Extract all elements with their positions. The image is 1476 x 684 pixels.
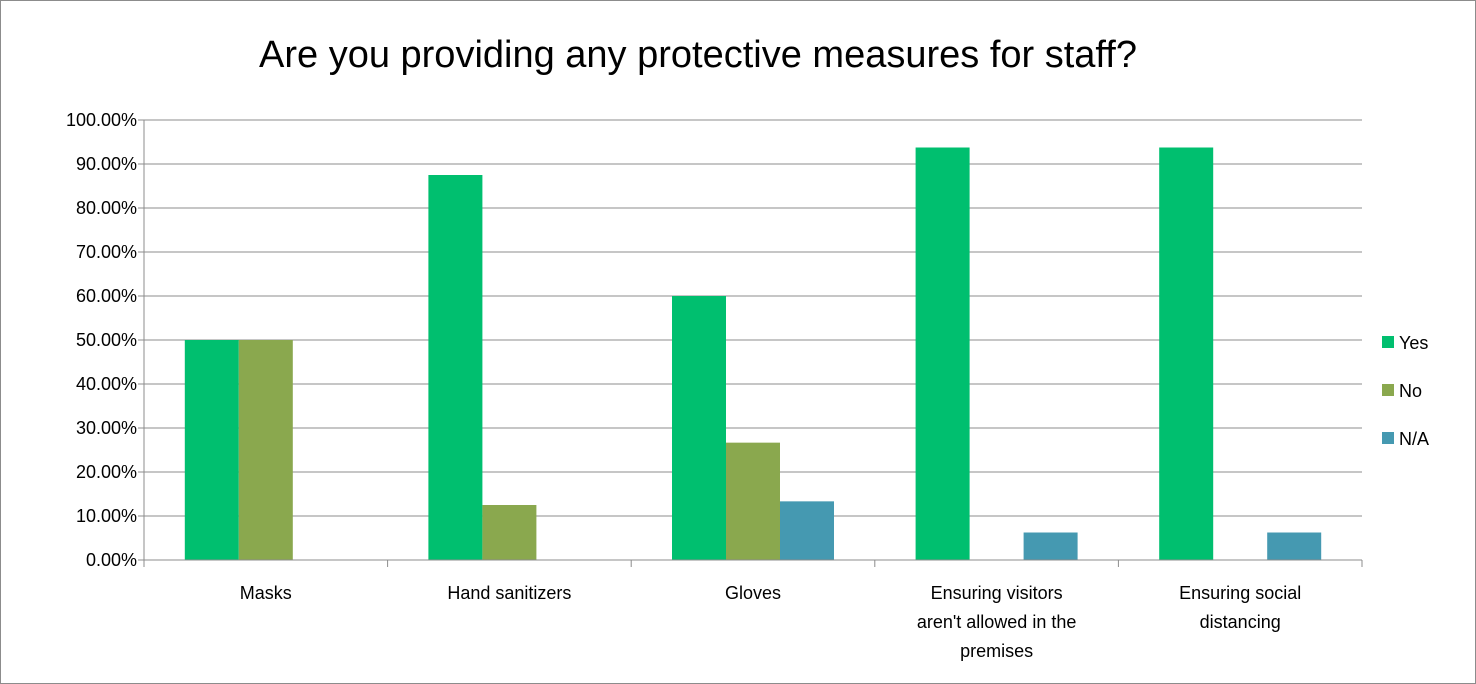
x-tick-label: Ensuring social distancing — [1179, 583, 1301, 632]
x-tick-label: Masks — [240, 583, 292, 603]
bar-yes-2 — [672, 296, 726, 560]
y-tick-label: 80.00% — [76, 198, 137, 218]
x-tick-label: Ensuring visitors aren't allowed in the pr… — [917, 583, 1077, 661]
x-tick-label: Gloves — [725, 583, 781, 603]
bar-na-4 — [1267, 532, 1322, 560]
y-tick-label: 30.00% — [76, 418, 137, 438]
y-tick-label: 90.00% — [76, 154, 137, 174]
legend: Yes No N/A — [1382, 333, 1429, 449]
y-tick-label: 40.00% — [76, 374, 137, 394]
legend-swatch-yes — [1382, 336, 1394, 348]
bar-no-0 — [238, 340, 293, 560]
legend-label: N/A — [1399, 429, 1429, 449]
bar-yes-4 — [1159, 147, 1214, 560]
legend-swatch-na — [1382, 432, 1394, 444]
y-tick-labels: 0.00% 10.00% 20.00% 30.00% 40.00% 50.00% 60.00… — [66, 110, 137, 570]
bar-yes-1 — [428, 175, 483, 560]
chart-title: Are you providing any protective measure… — [259, 34, 1137, 76]
legend-swatch-no — [1382, 384, 1394, 396]
y-tick-label: 0.00% — [86, 550, 137, 570]
bar-yes-3 — [915, 147, 970, 560]
y-tick-label: 20.00% — [76, 462, 137, 482]
y-tick-label: 50.00% — [76, 330, 137, 350]
legend-label: No — [1399, 381, 1422, 401]
bar-no-1 — [482, 505, 537, 560]
bars — [184, 147, 1322, 560]
axes — [138, 119, 1363, 567]
x-tick-label: Hand sanitizers — [447, 583, 571, 603]
y-tick-label: 70.00% — [76, 242, 137, 262]
bar-na-2 — [780, 501, 834, 560]
y-tick-label: 10.00% — [76, 506, 137, 526]
gridlines — [144, 119, 1362, 517]
y-tick-label: 100.00% — [66, 110, 137, 130]
bar-no-2 — [726, 442, 780, 560]
x-tick-labels: Masks Hand sanitizers Gloves Ensuring visit… — [240, 583, 1301, 661]
y-tick-label: 60.00% — [76, 286, 137, 306]
legend-label: Yes — [1399, 333, 1428, 353]
bar-yes-0 — [184, 340, 239, 560]
bar-na-3 — [1023, 532, 1078, 560]
